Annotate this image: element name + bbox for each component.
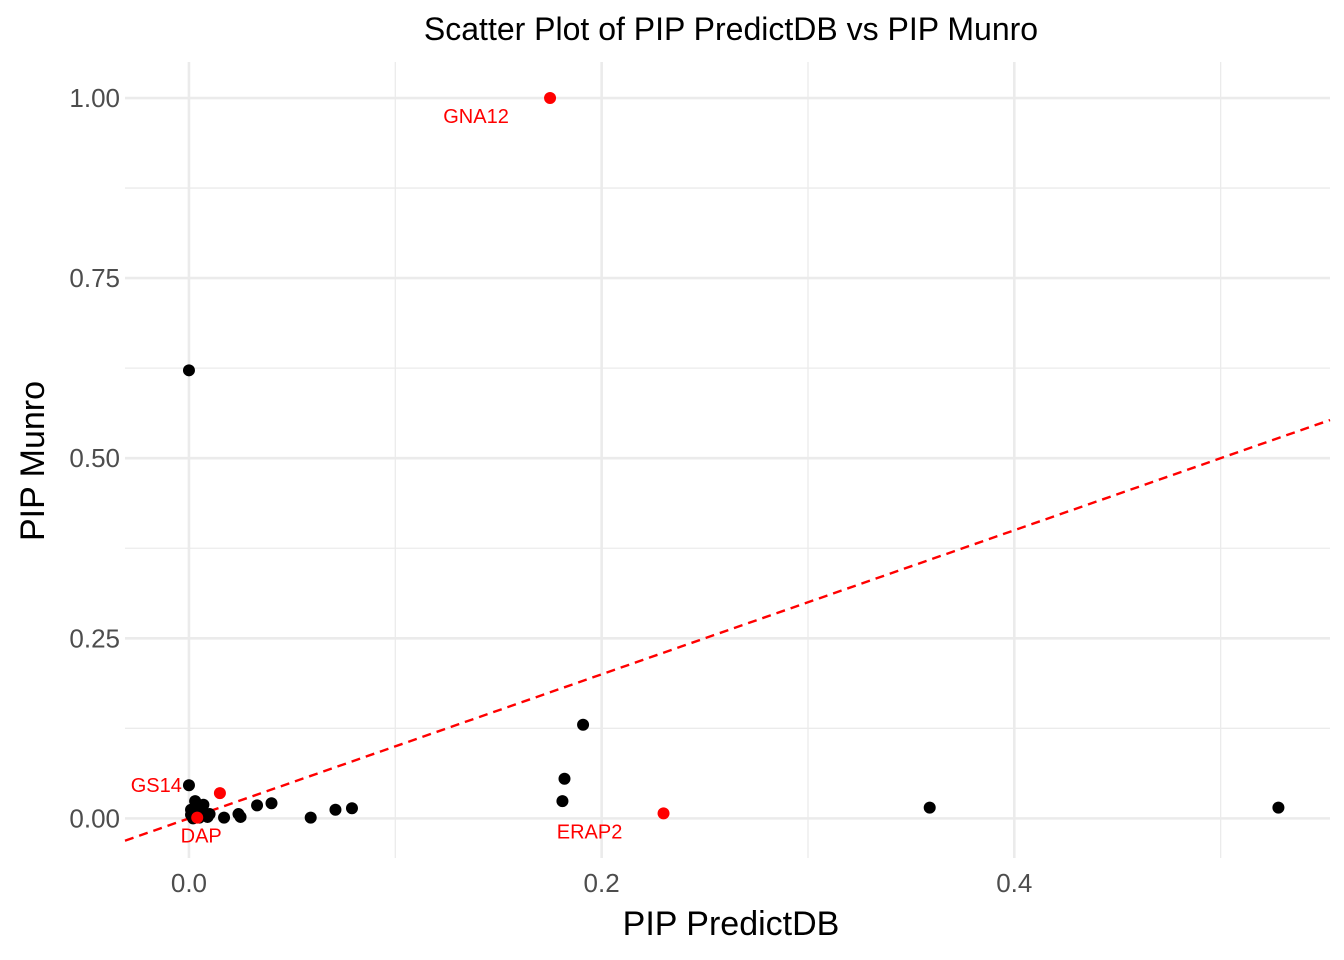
data-point bbox=[182, 779, 195, 792]
data-point bbox=[558, 772, 571, 785]
data-point bbox=[345, 802, 358, 815]
x-tick-label: 0.0 bbox=[171, 868, 207, 898]
minor-gridlines bbox=[125, 62, 1330, 858]
y-tick-label: 0.50 bbox=[69, 443, 120, 473]
data-point bbox=[218, 811, 231, 824]
data-point bbox=[556, 795, 569, 808]
y-tick-label: 0.75 bbox=[69, 263, 120, 293]
data-point bbox=[251, 799, 264, 812]
y-tick-label: 0.25 bbox=[69, 623, 120, 653]
data-point bbox=[182, 364, 195, 377]
reference-line-layer bbox=[124, 418, 1331, 842]
highlighted-point bbox=[213, 787, 226, 800]
point-label-gna12: GNA12 bbox=[443, 106, 509, 128]
x-tick-labels: 0.0 0.2 0.4 bbox=[171, 868, 1032, 898]
point-label-dap: DAP bbox=[181, 826, 222, 848]
x-tick-label: 0.4 bbox=[996, 868, 1032, 898]
chart-title: Scatter Plot of PIP PredictDB vs PIP Mun… bbox=[424, 11, 1038, 47]
identity-reference-line bbox=[124, 418, 1331, 842]
data-point bbox=[923, 801, 936, 814]
point-label-erap2: ERAP2 bbox=[557, 821, 623, 843]
highlighted-point bbox=[191, 811, 204, 824]
y-axis-title: PIP Munro bbox=[14, 381, 52, 541]
y-tick-label: 1.00 bbox=[69, 83, 120, 113]
data-point bbox=[197, 798, 210, 811]
data-point bbox=[329, 803, 342, 816]
x-tick-label: 0.2 bbox=[584, 868, 620, 898]
major-gridlines bbox=[125, 62, 1330, 858]
data-point bbox=[265, 797, 278, 810]
y-tick-label: 0.00 bbox=[69, 803, 120, 833]
point-labels-layer: GNA12 ERAP2 GS14 DAP bbox=[131, 106, 623, 848]
highlighted-point bbox=[544, 92, 557, 105]
points-layer bbox=[182, 92, 1285, 825]
highlighted-point bbox=[657, 807, 670, 820]
data-point bbox=[1272, 801, 1285, 814]
y-tick-labels: 0.00 0.25 0.50 0.75 1.00 bbox=[69, 83, 120, 833]
data-point bbox=[234, 810, 247, 823]
data-point bbox=[203, 808, 216, 821]
data-point bbox=[577, 718, 590, 731]
x-axis-title: PIP PredictDB bbox=[623, 905, 840, 943]
point-label-gs14: GS14 bbox=[131, 775, 182, 797]
data-point bbox=[304, 811, 317, 824]
